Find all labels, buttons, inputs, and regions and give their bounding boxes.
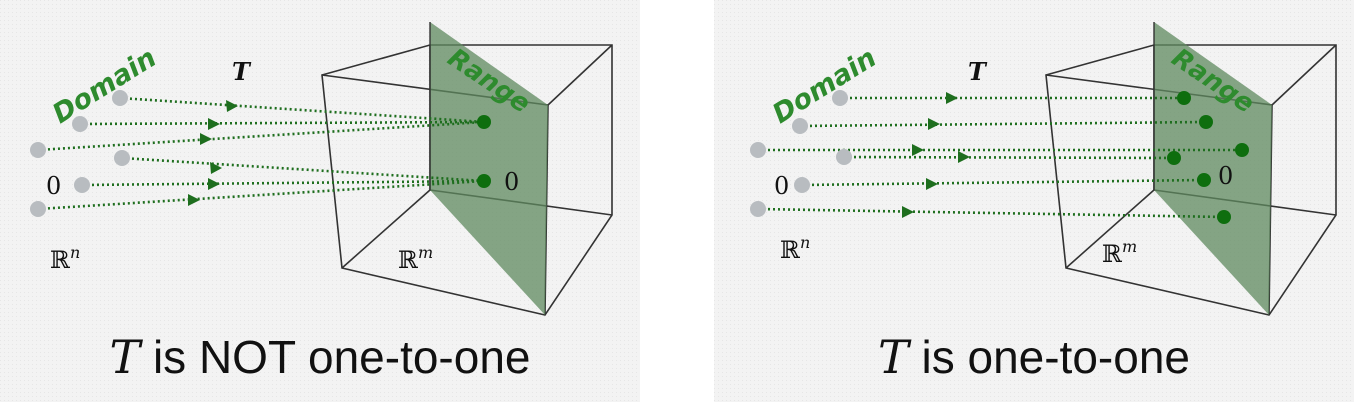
domain-point-icon	[114, 150, 130, 166]
domain-point-icon	[836, 149, 852, 165]
arrow-head-icon	[902, 206, 914, 218]
domain-point-icon	[832, 90, 848, 106]
range-point-icon	[1197, 173, 1211, 187]
zero-range-label: 0	[504, 168, 519, 196]
caption-text: is NOT one-to-one	[140, 331, 531, 383]
panel-not-one-to-one: Domain Range T 0 0 ℝn ℝm T is NOT one-to…	[0, 0, 640, 402]
domain-point-icon	[792, 118, 808, 134]
arrow-head-icon	[946, 92, 958, 104]
range-point-icon	[477, 174, 491, 188]
domain-point-icon	[74, 177, 90, 193]
range-point-icon	[1199, 115, 1213, 129]
zero-domain-label: 0	[46, 172, 61, 200]
caption-one-to-one: T is one-to-one	[714, 330, 1354, 384]
caption-not-one-to-one: T is NOT one-to-one	[0, 330, 640, 384]
arrow-head-icon	[200, 133, 212, 145]
arrow-head-icon	[958, 151, 970, 163]
range-point-icon	[477, 115, 491, 129]
mapping-arrows	[37, 96, 485, 211]
domain-point-icon	[750, 201, 766, 217]
caption-var: T	[878, 330, 909, 384]
arrow-head-icon	[208, 118, 220, 130]
range-point-icon	[1167, 151, 1181, 165]
arrow-head-icon	[210, 162, 222, 174]
range-point-icon	[1235, 143, 1249, 157]
map-label: T	[232, 57, 252, 86]
domain-point-icon	[112, 90, 128, 106]
map-label: T	[968, 57, 988, 86]
arrow-heads	[188, 100, 238, 206]
caption-var: T	[109, 330, 141, 384]
arrow-head-icon	[928, 118, 940, 130]
range-point-icon	[1177, 91, 1191, 105]
range-plane	[430, 22, 548, 315]
zero-domain-label: 0	[774, 172, 789, 200]
domain-point-icon	[30, 142, 46, 158]
diagram-one-to-one: Domain Range T 0 0 ℝn ℝm	[714, 0, 1354, 402]
codomain-space-label: ℝm	[398, 243, 433, 274]
domain-points	[30, 90, 130, 217]
arrow-head-icon	[188, 194, 200, 206]
zero-range-label: 0	[1218, 162, 1233, 190]
arrow-head-icon	[208, 178, 220, 190]
panel-one-to-one: Domain Range T 0 0 ℝn ℝm T is one-to-one	[714, 0, 1354, 402]
domain-space-label: ℝn	[50, 243, 80, 274]
diagram-not-one-to-one: Domain Range T 0 0 ℝn ℝm	[0, 0, 640, 402]
arrow-head-icon	[926, 178, 938, 190]
domain-point-icon	[750, 142, 766, 158]
mapping-arrows	[757, 96, 1242, 219]
caption-text: is one-to-one	[908, 331, 1190, 383]
arrow-head-icon	[912, 144, 924, 156]
range-points	[1167, 91, 1249, 224]
arrow-heads	[902, 92, 970, 218]
domain-points	[750, 90, 852, 217]
domain-point-icon	[72, 116, 88, 132]
domain-point-icon	[30, 201, 46, 217]
domain-space-label: ℝn	[780, 233, 810, 264]
range-point-icon	[1217, 210, 1231, 224]
arrow-head-icon	[226, 100, 238, 112]
codomain-space-label: ℝm	[1102, 237, 1137, 268]
range-points	[477, 115, 491, 188]
domain-point-icon	[794, 177, 810, 193]
